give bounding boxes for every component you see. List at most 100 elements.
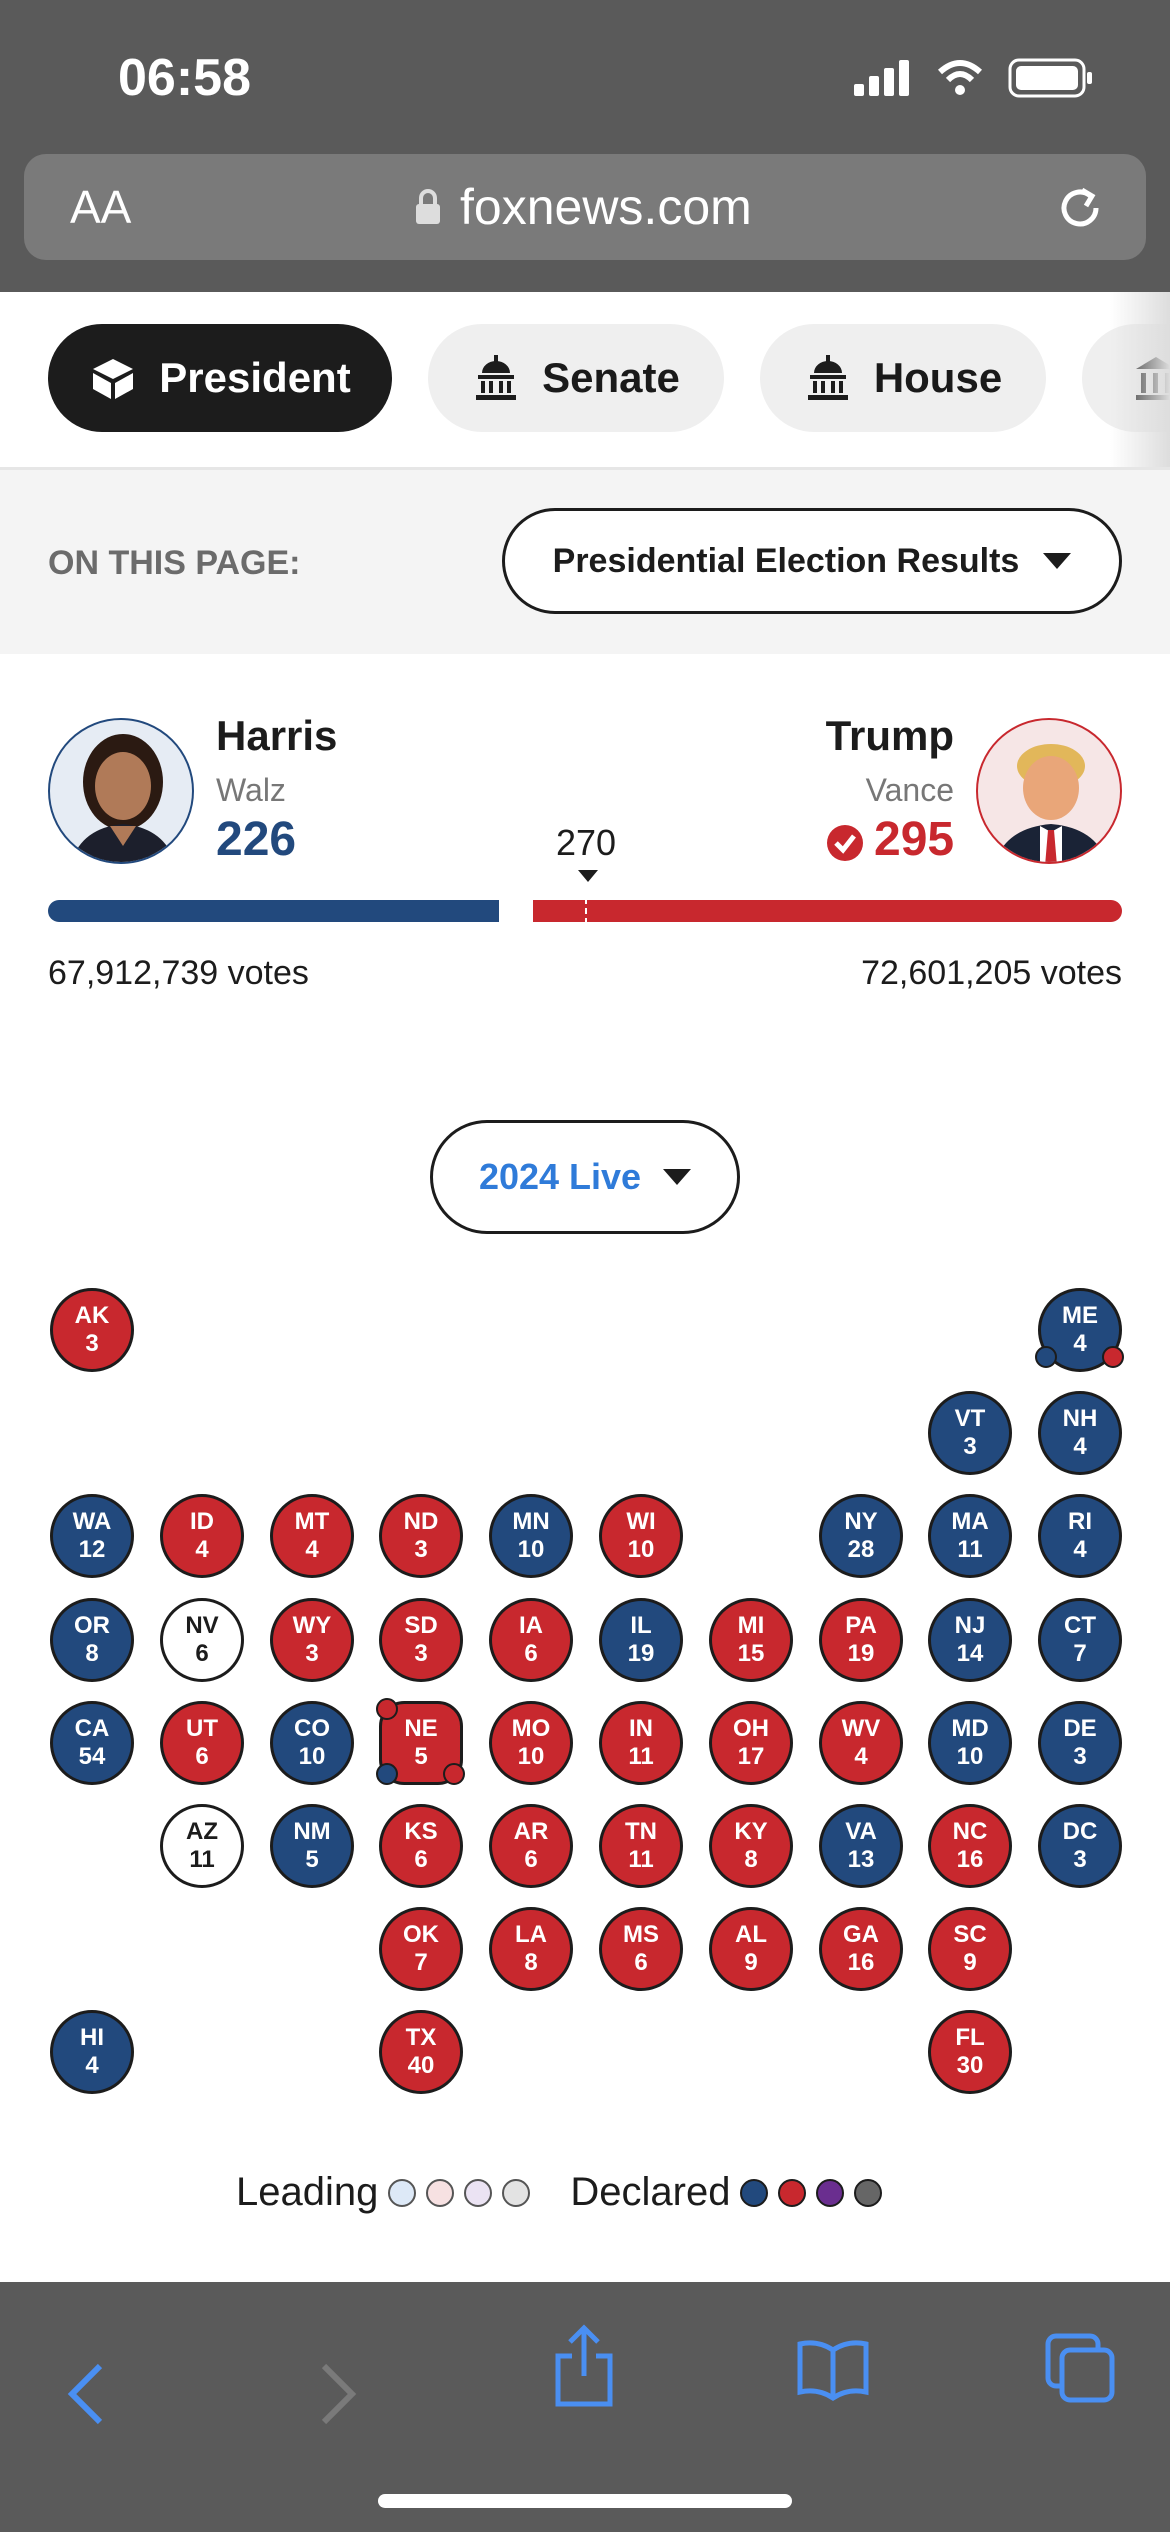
state-id[interactable]: ID 4: [160, 1494, 244, 1578]
state-mi[interactable]: MI 15: [709, 1598, 793, 1682]
state-nm[interactable]: NM 5: [270, 1804, 354, 1888]
state-co[interactable]: CO 10: [270, 1701, 354, 1785]
state-mn[interactable]: MN 10: [489, 1494, 573, 1578]
ballot-box-icon: [93, 359, 134, 399]
state-electoral-votes: 3: [85, 1330, 99, 1357]
left-electoral-votes: 226: [216, 813, 297, 866]
state-il[interactable]: IL 19: [599, 1598, 683, 1682]
state-md[interactable]: MD 10: [928, 1701, 1012, 1785]
battery-icon: [1008, 58, 1092, 98]
tab-house[interactable]: House: [760, 324, 1046, 432]
state-electoral-votes: 19: [627, 1640, 655, 1667]
state-la[interactable]: LA 8: [489, 1907, 573, 1991]
state-electoral-votes: 13: [847, 1846, 875, 1873]
wifi-icon: [937, 60, 983, 95]
tabs-icon[interactable]: [1044, 2332, 1116, 2404]
state-abbr: AK: [74, 1302, 110, 1329]
state-ks[interactable]: KS 6: [379, 1804, 463, 1888]
state-ri[interactable]: RI 4: [1038, 1494, 1122, 1578]
state-ok[interactable]: OK 7: [379, 1907, 463, 1991]
state-electoral-votes: 12: [78, 1536, 106, 1563]
state-electoral-votes: 6: [524, 1846, 538, 1873]
section-dropdown[interactable]: Presidential Election Results: [502, 508, 1122, 614]
reload-icon[interactable]: [1052, 180, 1108, 236]
state-electoral-votes: 6: [195, 1640, 209, 1667]
state-electoral-votes: 11: [957, 1536, 983, 1563]
state-ca[interactable]: CA 54: [50, 1701, 134, 1785]
state-wi[interactable]: WI 10: [599, 1494, 683, 1578]
legend-declared-label: Declared: [570, 2170, 731, 2214]
state-al[interactable]: AL 9: [709, 1907, 793, 1991]
state-ut[interactable]: UT 6: [160, 1701, 244, 1785]
state-abbr: MN: [512, 1508, 550, 1535]
state-ct[interactable]: CT 7: [1038, 1598, 1122, 1682]
url-text[interactable]: foxnews.com: [460, 179, 752, 235]
state-mo[interactable]: MO 10: [489, 1701, 573, 1785]
year-select[interactable]: 2024 Live: [430, 1120, 740, 1234]
tab-senate[interactable]: Senate: [428, 324, 724, 432]
address-bar[interactable]: [24, 154, 1146, 260]
state-ny[interactable]: NY 28: [819, 1494, 903, 1578]
text-size-button[interactable]: AA: [70, 181, 132, 233]
state-electoral-votes: 4: [1073, 1330, 1087, 1357]
state-ia[interactable]: IA 6: [489, 1598, 573, 1682]
state-mt[interactable]: MT 4: [270, 1494, 354, 1578]
state-electoral-votes: 14: [956, 1640, 984, 1667]
share-icon[interactable]: [552, 2324, 616, 2408]
state-tn[interactable]: TN 11: [599, 1804, 683, 1888]
tab-president-label: President: [159, 354, 351, 401]
state-vt[interactable]: VT 3: [928, 1391, 1012, 1475]
state-ms[interactable]: MS 6: [599, 1907, 683, 1991]
district-dot-dem: [1035, 1346, 1057, 1368]
state-oh[interactable]: OH 17: [709, 1701, 793, 1785]
state-abbr: HI: [80, 2024, 104, 2051]
bookmarks-icon[interactable]: [796, 2338, 870, 2402]
state-electoral-votes: 4: [305, 1536, 319, 1563]
state-wa[interactable]: WA 12: [50, 1494, 134, 1578]
state-abbr: OK: [403, 1921, 439, 1948]
state-fl[interactable]: FL 30: [928, 2010, 1012, 2094]
dem-progress-bar: [48, 900, 499, 922]
state-ar[interactable]: AR 6: [489, 1804, 573, 1888]
state-nc[interactable]: NC 16: [928, 1804, 1012, 1888]
state-electoral-votes: 3: [414, 1640, 428, 1667]
state-nj[interactable]: NJ 14: [928, 1598, 1012, 1682]
state-wy[interactable]: WY 3: [270, 1598, 354, 1682]
state-nd[interactable]: ND 3: [379, 1494, 463, 1578]
state-tx[interactable]: TX 40: [379, 2010, 463, 2094]
state-abbr: FL: [955, 2024, 985, 2051]
state-electoral-votes: 6: [524, 1640, 538, 1667]
state-ak[interactable]: AK 3: [50, 1288, 134, 1372]
state-abbr: CA: [74, 1715, 110, 1742]
state-ga[interactable]: GA 16: [819, 1907, 903, 1991]
state-wv[interactable]: WV 4: [819, 1701, 903, 1785]
state-hi[interactable]: HI 4: [50, 2010, 134, 2094]
state-dc[interactable]: DC 3: [1038, 1804, 1122, 1888]
state-pa[interactable]: PA 19: [819, 1598, 903, 1682]
state-abbr: NV: [185, 1612, 219, 1639]
state-abbr: OH: [733, 1715, 769, 1742]
forward-icon[interactable]: [316, 2362, 360, 2426]
state-abbr: SC: [953, 1921, 987, 1948]
state-abbr: WI: [626, 1508, 656, 1535]
state-abbr: PA: [845, 1612, 877, 1639]
state-abbr: WV: [841, 1715, 881, 1742]
state-nv[interactable]: NV 6: [160, 1598, 244, 1682]
state-or[interactable]: OR 8: [50, 1598, 134, 1682]
state-abbr: NJ: [954, 1612, 986, 1639]
state-ma[interactable]: MA 11: [928, 1494, 1012, 1578]
state-electoral-votes: 10: [517, 1536, 545, 1563]
state-electoral-votes: 54: [78, 1743, 106, 1770]
tab-president[interactable]: President: [48, 324, 392, 432]
state-sc[interactable]: SC 9: [928, 1907, 1012, 1991]
state-abbr: MA: [951, 1508, 989, 1535]
state-az[interactable]: AZ 11: [160, 1804, 244, 1888]
state-electoral-votes: 3: [963, 1433, 977, 1460]
state-de[interactable]: DE 3: [1038, 1701, 1122, 1785]
state-sd[interactable]: SD 3: [379, 1598, 463, 1682]
state-in[interactable]: IN 11: [599, 1701, 683, 1785]
state-nh[interactable]: NH 4: [1038, 1391, 1122, 1475]
state-va[interactable]: VA 13: [819, 1804, 903, 1888]
back-icon[interactable]: [64, 2362, 108, 2426]
state-ky[interactable]: KY 8: [709, 1804, 793, 1888]
